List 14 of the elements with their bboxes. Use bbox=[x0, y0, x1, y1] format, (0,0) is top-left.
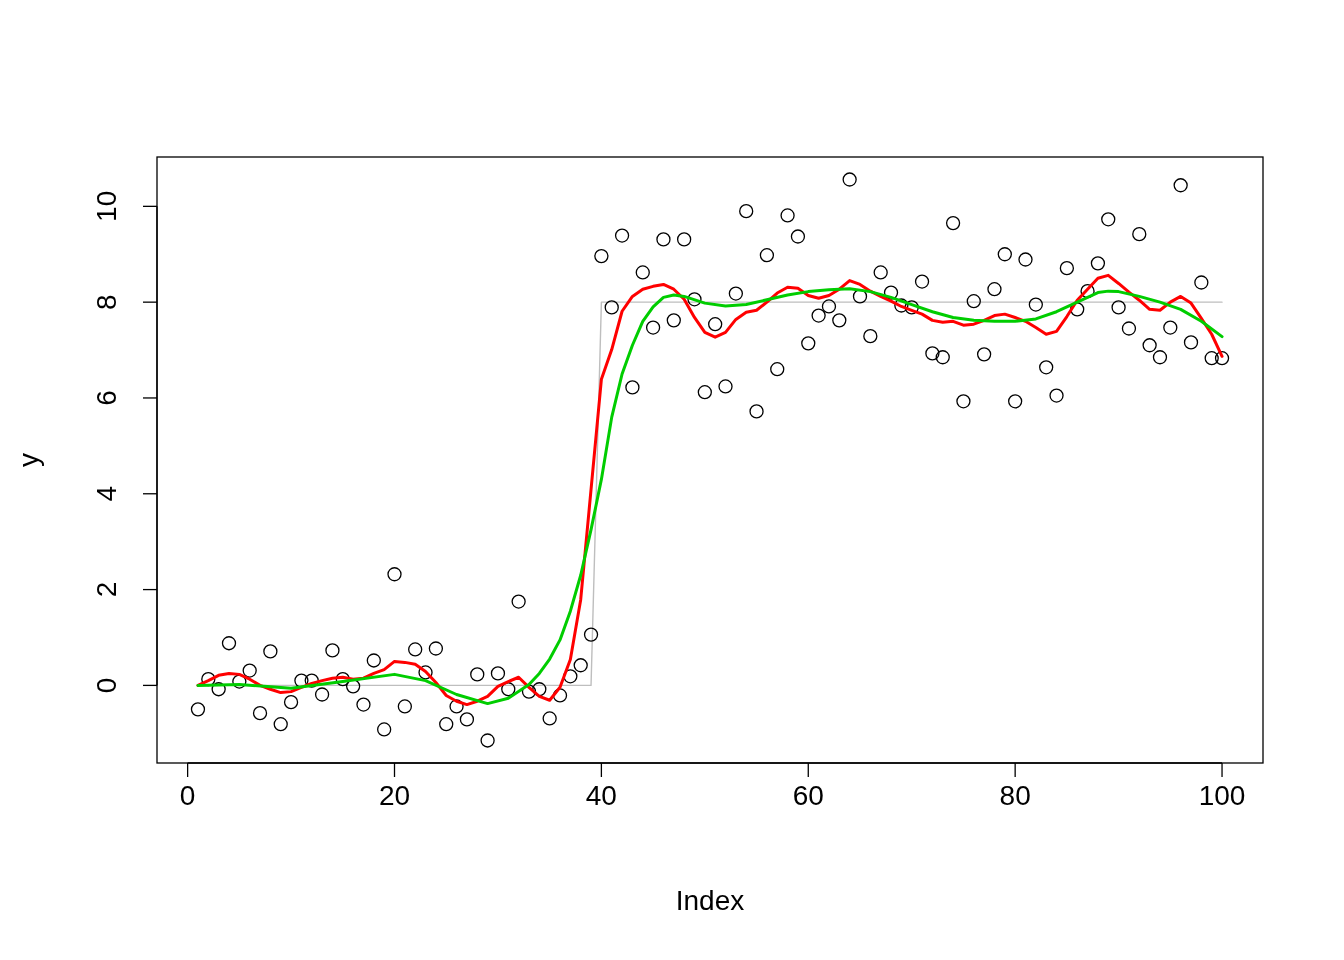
y-axis-title: y bbox=[13, 453, 44, 467]
x-axis-title: Index bbox=[675, 885, 745, 916]
y-tick-label: 2 bbox=[91, 581, 123, 598]
x-tick-label: 40 bbox=[585, 780, 617, 811]
y-tick-label: 8 bbox=[91, 294, 123, 310]
y-tick-label: 10 bbox=[91, 190, 123, 222]
x-tick-label: 0 bbox=[179, 780, 196, 811]
y-tick-label: 0 bbox=[91, 677, 123, 694]
x-tick-label: 20 bbox=[378, 780, 411, 811]
x-tick-label: 100 bbox=[1198, 780, 1246, 811]
x-tick-label: 80 bbox=[999, 780, 1031, 811]
x-tick-label: 60 bbox=[792, 780, 824, 811]
y-tick-label: 4 bbox=[91, 485, 123, 502]
y-tick-label: 6 bbox=[91, 390, 123, 406]
